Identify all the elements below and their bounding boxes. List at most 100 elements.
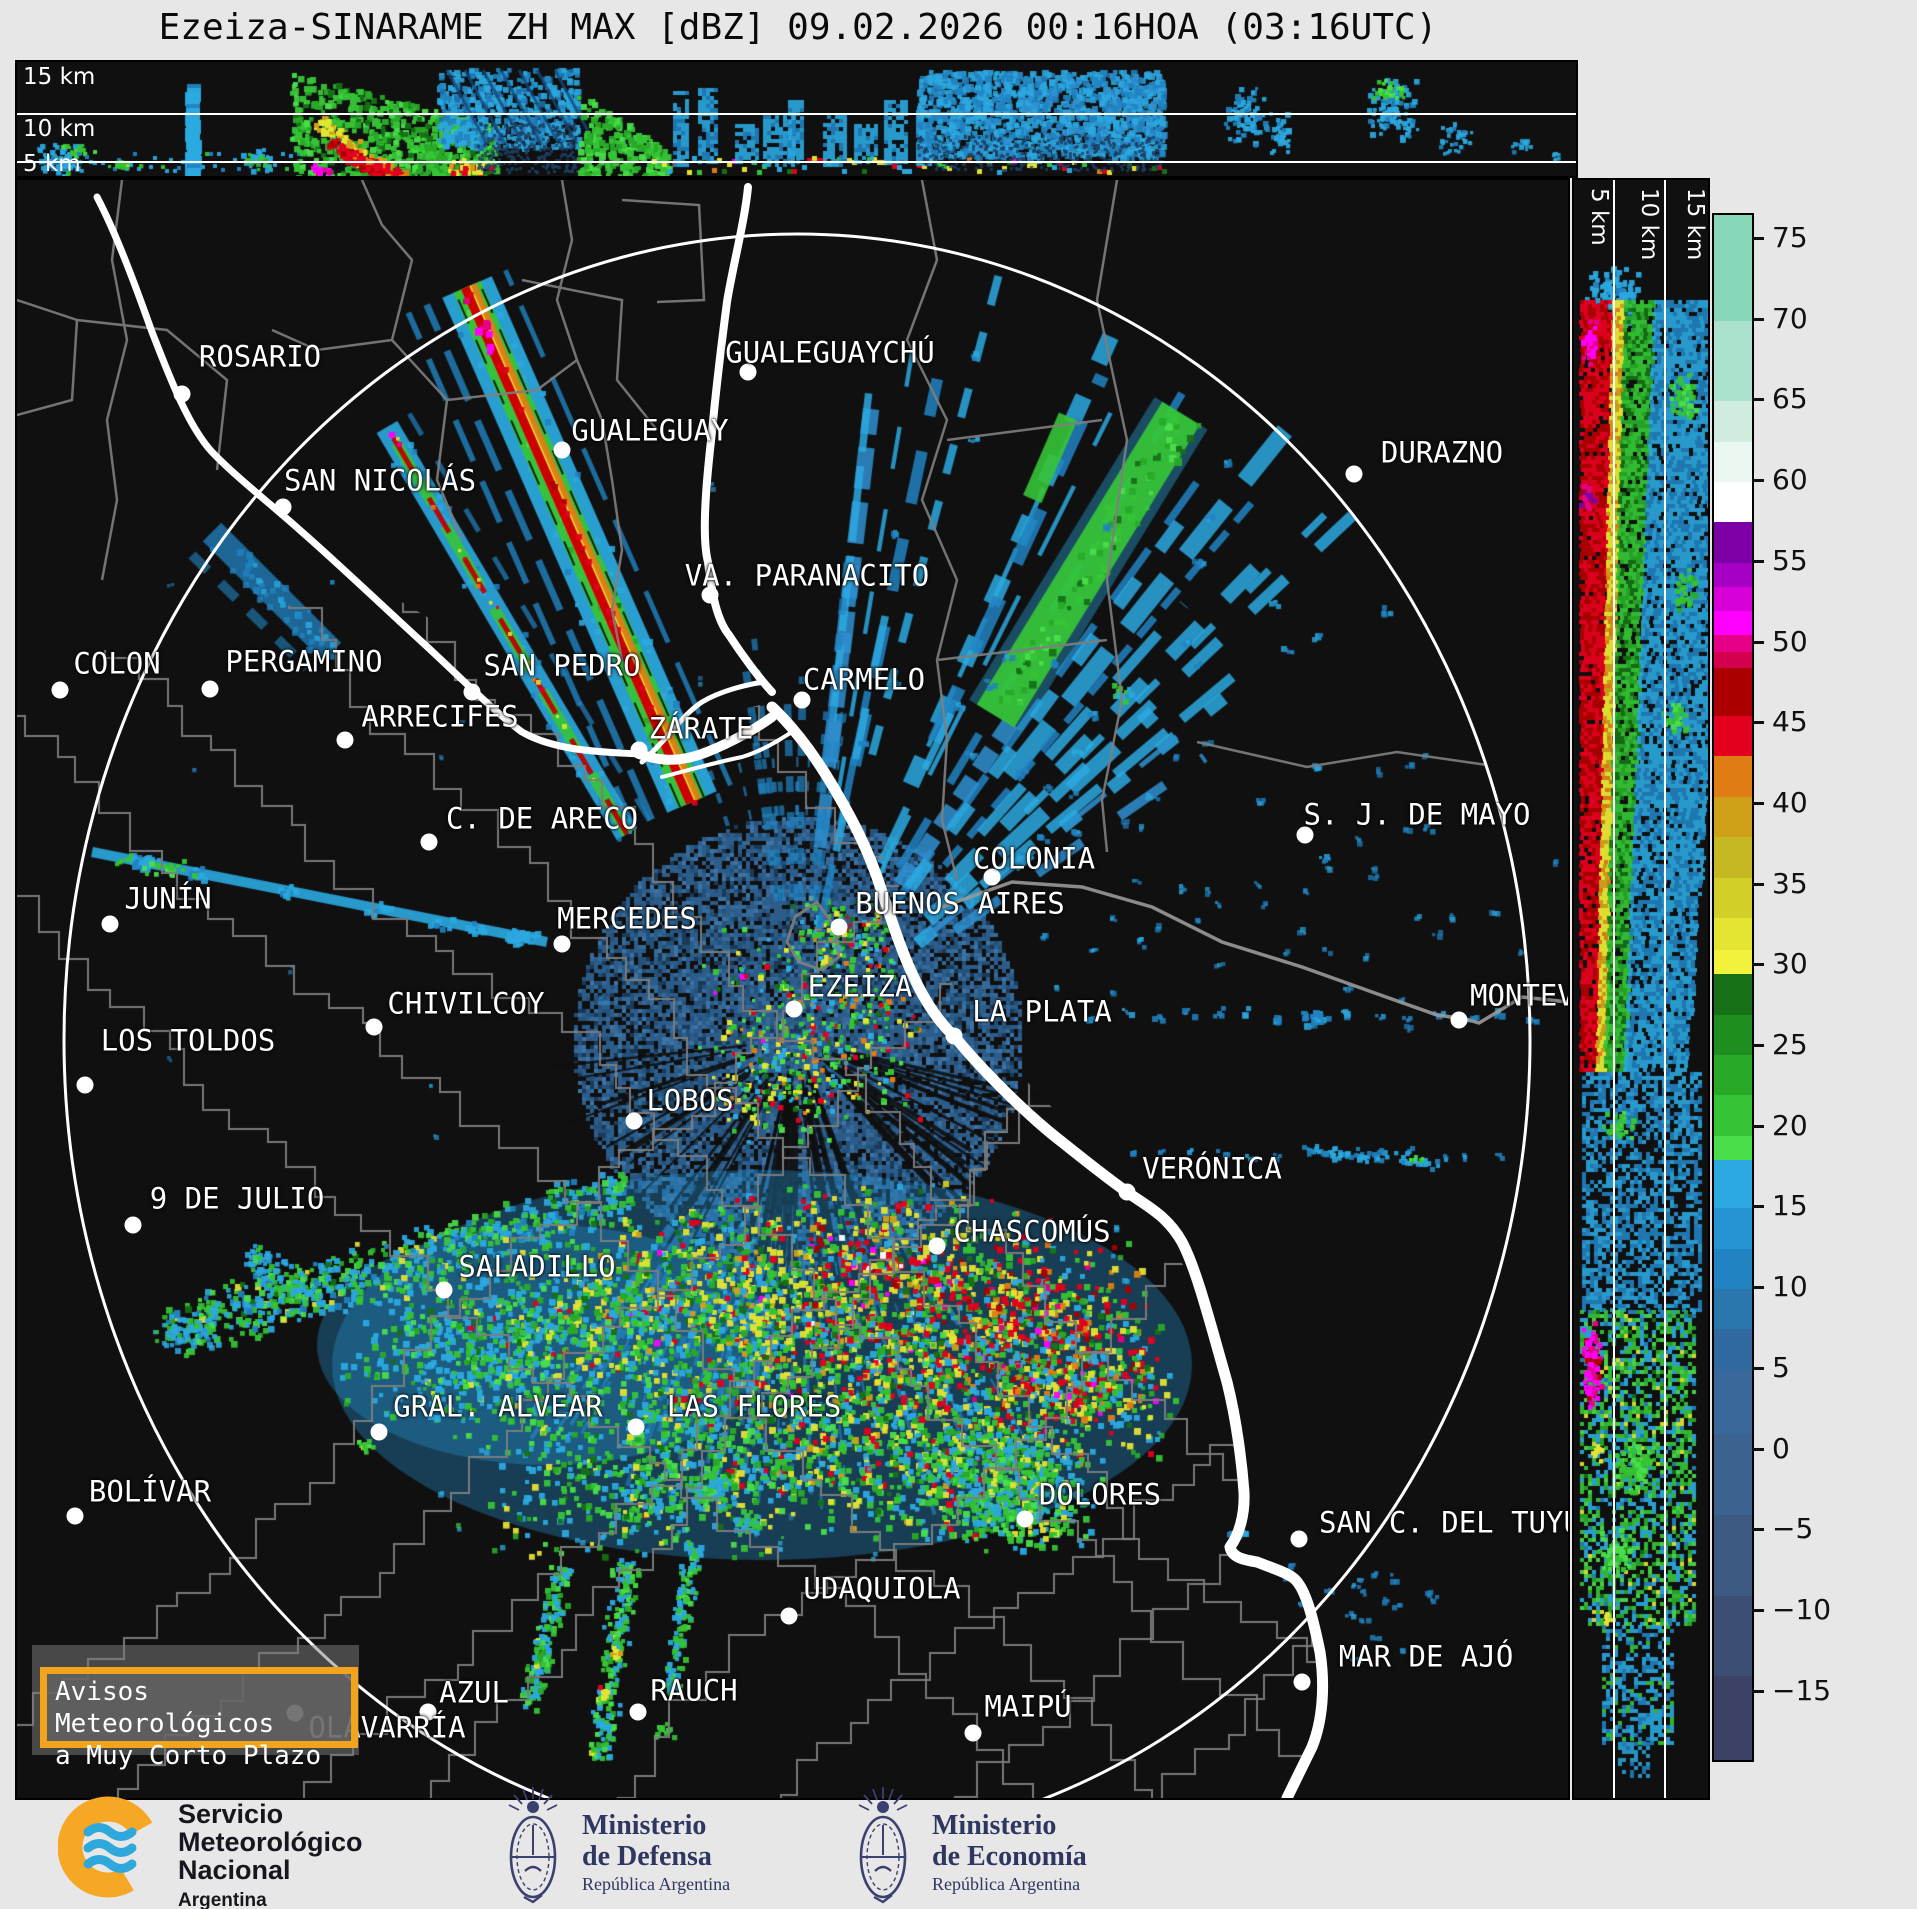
colorbar-segment-15 (1714, 837, 1752, 878)
city-label-18: EZEIZA (807, 969, 913, 1004)
altitude-label-15km: 15 km (23, 64, 96, 90)
ministry-economy-wordmark: Ministerio de Economía República Argenti… (932, 1810, 1087, 1896)
department-boundary-line (17, 570, 1325, 1798)
altitude-label-15km-vert: 15 km (1682, 188, 1708, 261)
rivers-coastline (93, 183, 1329, 1798)
colorbar-segment-30 (1714, 1434, 1752, 1516)
department-boundary-line (727, 570, 1325, 1798)
city-label-16: MERCEDES (557, 901, 697, 936)
colorbar-tick-label-1: 70 (1772, 301, 1808, 335)
city-label-5: VA. PARANACITO (684, 558, 930, 593)
city-dot-15 (101, 915, 119, 933)
ministry-defense-emblem-icon (507, 1785, 559, 1904)
city-dot-30 (66, 1507, 84, 1525)
city-label-4: SAN PEDRO (483, 648, 641, 683)
colorbar-tick-4 (1752, 559, 1764, 563)
colorbar-segment-28 (1714, 1329, 1752, 1370)
colorbar-tick-13 (1752, 1286, 1764, 1290)
colorbar-tick-label-10: 25 (1772, 1027, 1808, 1061)
city-label-34: MAR DE AJÓ (1338, 1639, 1514, 1674)
colorbar-segment-22 (1714, 1095, 1752, 1136)
colorbar-segment-25 (1714, 1208, 1752, 1249)
defensa-line-3: República Argentina (582, 1874, 731, 1894)
city-label-20: MONTEV (1470, 978, 1570, 1013)
city-label-30: BOLÍVAR (88, 1474, 212, 1509)
city-label-10: ZÁRATE (648, 711, 754, 746)
colorbar-tick-5 (1752, 640, 1764, 644)
top-cross-section-gridlines (17, 113, 1576, 163)
city-dot-37 (964, 1724, 982, 1742)
city-label-38: RAUCH (650, 1673, 738, 1708)
colorbar-segment-31 (1714, 1515, 1752, 1596)
city-label-23: LOBOS (646, 1083, 734, 1118)
colorbar-segment-3 (1714, 441, 1752, 483)
colorbar-tick-label-16: −5 (1772, 1512, 1814, 1546)
colorbar-tick-6 (1752, 721, 1764, 725)
city-label-27: SALADILLO (458, 1249, 616, 1284)
colorbar-segment-16 (1714, 877, 1752, 918)
city-label-13: S. J. DE MAYO (1303, 797, 1531, 832)
radar-range-ring (62, 232, 1532, 1798)
city-label-33: UDAQUIOLA (803, 1571, 961, 1606)
city-dot-24 (1118, 1183, 1136, 1201)
colorbar-segment-33 (1714, 1676, 1752, 1760)
department-boundary-line (285, 570, 1325, 1798)
smn-line-1: Servicio (178, 1799, 284, 1829)
colorbar-segment-8 (1714, 611, 1752, 636)
colorbar-tick-label-8: 35 (1772, 866, 1808, 900)
city-label-24: VERÓNICA (1142, 1151, 1282, 1186)
notice-line-1: Avisos Meteorológicos (55, 1677, 275, 1739)
city-label-37: MAIPÚ (984, 1689, 1072, 1724)
colorbar-tick-label-14: 5 (1772, 1350, 1790, 1384)
city-label-29: LAS FLORES (666, 1389, 842, 1424)
city-dot-28 (370, 1423, 388, 1441)
defensa-line-2: de Defensa (582, 1841, 712, 1872)
smn-logo-icon (58, 1796, 159, 1898)
department-boundary-line (383, 570, 1325, 1798)
city-dot-34 (1293, 1673, 1311, 1691)
colorbar-tick-2 (1752, 398, 1764, 402)
right-cross-section-canvas (1574, 180, 1708, 1798)
colorbar-segment-5 (1714, 522, 1752, 563)
colorbar-segment-12 (1714, 716, 1752, 757)
city-dot-18 (785, 1000, 803, 1018)
department-boundary-line (211, 570, 1325, 1798)
colorbar-tick-label-3: 60 (1772, 462, 1808, 496)
city-dot-12 (1345, 465, 1363, 483)
colorbar-tick-label-12: 15 (1772, 1189, 1808, 1223)
city-label-35: AZUL (439, 1675, 509, 1710)
economia-line-1: Ministerio (932, 1810, 1057, 1841)
colorbar-tick-label-0: 75 (1772, 220, 1808, 254)
colorbar-tick-label-6: 45 (1772, 705, 1808, 739)
colorbar-segment-23 (1714, 1135, 1752, 1160)
colorbar-segment-6 (1714, 562, 1752, 587)
city-dot-10 (630, 741, 648, 759)
altitude-label-5km: 5 km (23, 151, 81, 177)
city-label-19: CHIVILCOY (387, 986, 545, 1021)
colorbar-tick-label-17: −10 (1772, 1592, 1832, 1626)
city-label-12: DURAZNO (1380, 435, 1504, 470)
colorbar-segment-2 (1714, 401, 1752, 442)
colorbar-tick-7 (1752, 801, 1764, 805)
city-dot-20 (1450, 1011, 1468, 1029)
city-label-7: PERGAMINO (225, 644, 383, 679)
colorbar-tick-label-9: 30 (1772, 947, 1808, 981)
colorbar-segment-21 (1714, 1055, 1752, 1096)
colorbar-tick-18 (1752, 1689, 1764, 1693)
right-cross-section-panel: 5 km 10 km 15 km (1572, 178, 1710, 1800)
city-label-9: CARMELO (802, 662, 926, 697)
colorbar-segment-18 (1714, 950, 1752, 975)
city-dot-32 (1290, 1530, 1308, 1548)
city-label-8: ARRECIFES (361, 699, 519, 734)
footer: Servicio Meteorológico Nacional Argentin… (0, 1785, 1917, 1909)
city-label-2: GUALEGUAY (571, 413, 729, 448)
colorbar-segment-24 (1714, 1159, 1752, 1209)
colorbar-tick-label-2: 65 (1772, 382, 1808, 416)
city-label-32: SAN C. DEL TUYÚ (1319, 1505, 1570, 1540)
city-dot-6 (51, 681, 69, 699)
colorbar-segment-11 (1714, 667, 1752, 717)
city-dot-31 (1016, 1510, 1034, 1528)
colorbar-tick-16 (1752, 1528, 1764, 1532)
top-cross-section-panel: 15 km 10 km 5 km (15, 60, 1578, 178)
